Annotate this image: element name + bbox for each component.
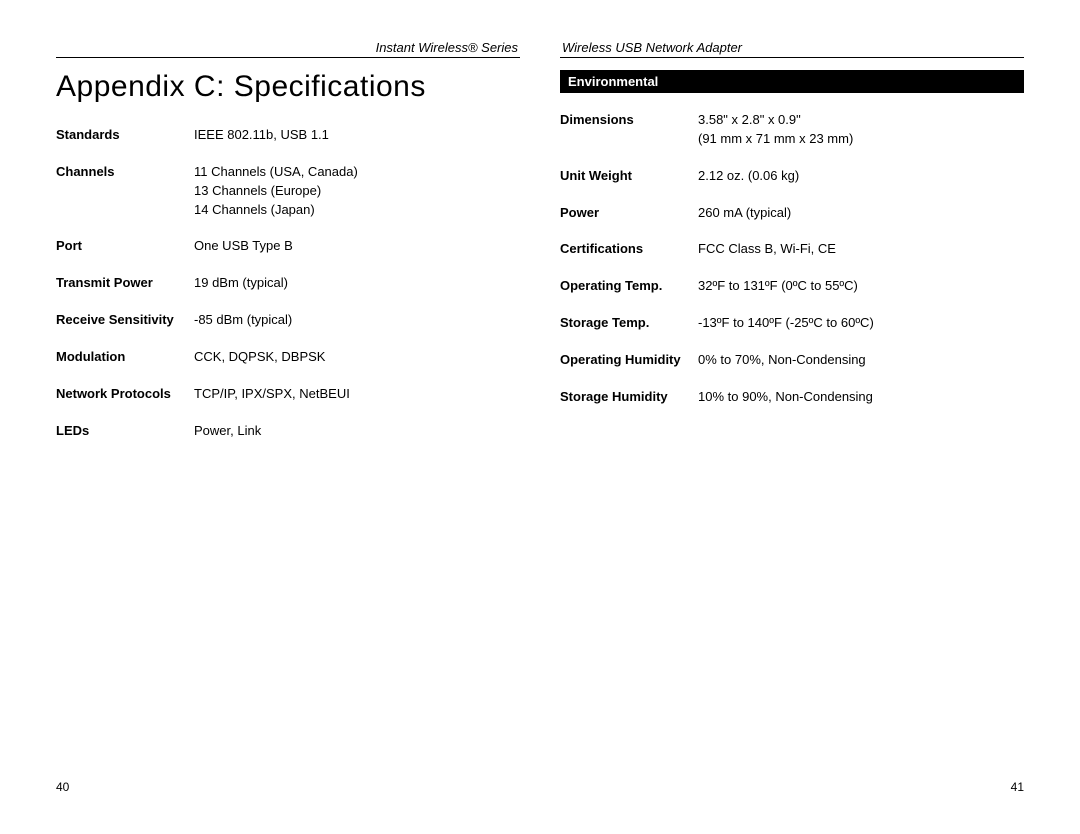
spec-value: Power, Link — [194, 422, 520, 441]
spec-label: Storage Temp. — [560, 314, 698, 333]
right-page: Wireless USB Network Adapter Environment… — [560, 40, 1024, 834]
spec-value: 3.58" x 2.8" x 0.9"(91 mm x 71 mm x 23 m… — [698, 111, 1024, 149]
spec-value: FCC Class B, Wi-Fi, CE — [698, 240, 1024, 259]
spec-label: Operating Temp. — [560, 277, 698, 296]
spec-value: CCK, DQPSK, DBPSK — [194, 348, 520, 367]
right-header-rule — [560, 57, 1024, 58]
left-page-number: 40 — [56, 780, 69, 794]
document-spread: Instant Wireless® Series Appendix C: Spe… — [0, 0, 1080, 834]
spec-label: Power — [560, 204, 698, 223]
spec-row: StandardsIEEE 802.11b, USB 1.1 — [56, 126, 520, 145]
spec-label: Dimensions — [560, 111, 698, 130]
environmental-heading: Environmental — [560, 70, 1024, 93]
spec-label: Transmit Power — [56, 274, 194, 293]
spec-row: LEDsPower, Link — [56, 422, 520, 441]
spec-label: Port — [56, 237, 194, 256]
spec-value: -85 dBm (typical) — [194, 311, 520, 330]
spec-value: 2.12 oz. (0.06 kg) — [698, 167, 1024, 186]
spec-label: Operating Humidity — [560, 351, 698, 370]
appendix-title: Appendix C: Specifications — [56, 70, 520, 104]
spec-label: Certifications — [560, 240, 698, 259]
left-header-rule — [56, 57, 520, 58]
right-page-number: 41 — [1011, 780, 1024, 794]
spec-value: -13ºF to 140ºF (-25ºC to 60ºC) — [698, 314, 1024, 333]
spec-value: TCP/IP, IPX/SPX, NetBEUI — [194, 385, 520, 404]
spec-row: CertificationsFCC Class B, Wi-Fi, CE — [560, 240, 1024, 259]
left-specs-table: StandardsIEEE 802.11b, USB 1.1Channels11… — [56, 126, 520, 440]
spec-row: Operating Temp.32ºF to 131ºF (0ºC to 55º… — [560, 277, 1024, 296]
spec-label: Network Protocols — [56, 385, 194, 404]
spec-row: Receive Sensitivity-85 dBm (typical) — [56, 311, 520, 330]
spec-row: Operating Humidity0% to 70%, Non-Condens… — [560, 351, 1024, 370]
spec-label: Channels — [56, 163, 194, 182]
left-page: Instant Wireless® Series Appendix C: Spe… — [56, 40, 520, 834]
spec-value: 260 mA (typical) — [698, 204, 1024, 223]
spec-label: Modulation — [56, 348, 194, 367]
spec-row: Unit Weight2.12 oz. (0.06 kg) — [560, 167, 1024, 186]
left-running-header: Instant Wireless® Series — [56, 40, 520, 55]
right-specs-table: Dimensions3.58" x 2.8" x 0.9"(91 mm x 71… — [560, 111, 1024, 407]
spec-row: Power260 mA (typical) — [560, 204, 1024, 223]
spec-row: Storage Temp.-13ºF to 140ºF (-25ºC to 60… — [560, 314, 1024, 333]
spec-value: One USB Type B — [194, 237, 520, 256]
spec-value: 32ºF to 131ºF (0ºC to 55ºC) — [698, 277, 1024, 296]
spec-value: 10% to 90%, Non-Condensing — [698, 388, 1024, 407]
spec-row: PortOne USB Type B — [56, 237, 520, 256]
spec-row: Channels11 Channels (USA, Canada)13 Chan… — [56, 163, 520, 220]
spec-row: Network ProtocolsTCP/IP, IPX/SPX, NetBEU… — [56, 385, 520, 404]
spec-label: LEDs — [56, 422, 194, 441]
spec-row: ModulationCCK, DQPSK, DBPSK — [56, 348, 520, 367]
right-running-header: Wireless USB Network Adapter — [560, 40, 1024, 55]
spec-label: Receive Sensitivity — [56, 311, 194, 330]
spec-value: 19 dBm (typical) — [194, 274, 520, 293]
spec-row: Dimensions3.58" x 2.8" x 0.9"(91 mm x 71… — [560, 111, 1024, 149]
spec-label: Unit Weight — [560, 167, 698, 186]
spec-value: IEEE 802.11b, USB 1.1 — [194, 126, 520, 145]
spec-label: Standards — [56, 126, 194, 145]
spec-value: 11 Channels (USA, Canada)13 Channels (Eu… — [194, 163, 520, 220]
spec-row: Transmit Power19 dBm (typical) — [56, 274, 520, 293]
spec-value: 0% to 70%, Non-Condensing — [698, 351, 1024, 370]
spec-label: Storage Humidity — [560, 388, 698, 407]
spec-row: Storage Humidity10% to 90%, Non-Condensi… — [560, 388, 1024, 407]
